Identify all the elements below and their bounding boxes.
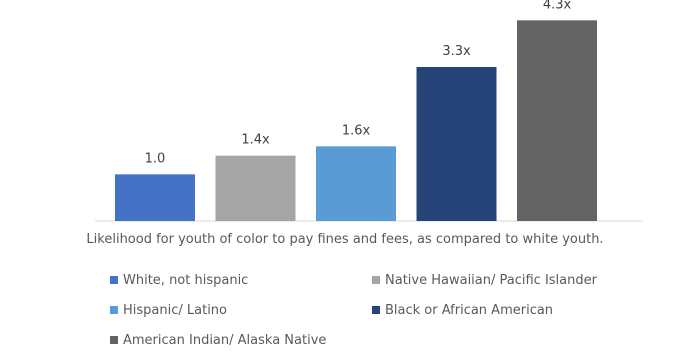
data-label-5: 4.3x	[543, 0, 572, 12]
legend-label-3: Hispanic/ Latino	[123, 302, 227, 318]
bar-4	[416, 67, 497, 221]
legend-item-3: Hispanic/ Latino	[110, 300, 372, 320]
legend-label-5: American Indian/ Alaska Native	[123, 332, 327, 348]
legend-swatch-5	[110, 336, 118, 344]
data-labels-group: 1.0 1.4x 1.6x 3.3x 4.3x	[145, 0, 572, 166]
data-label-3: 1.6x	[342, 123, 371, 138]
legend-swatch-1	[110, 276, 118, 284]
legend-swatch-4	[372, 306, 380, 314]
legend-swatch-2	[372, 276, 380, 284]
legend-label-2: Native Hawaiian/ Pacific Islander	[385, 272, 597, 288]
legend-label-4: Black or African American	[385, 302, 554, 318]
legend: White, not hispanic Native Hawaiian/ Paci…	[110, 270, 650, 350]
bar-1	[115, 174, 195, 221]
legend-item-2: Native Hawaiian/ Pacific Islander	[372, 270, 634, 290]
bar-3	[316, 146, 396, 221]
data-label-1: 1.0	[145, 151, 166, 166]
bar-2	[215, 155, 296, 221]
data-label-4: 3.3x	[442, 44, 471, 59]
legend-label-1: White, not hispanic	[123, 272, 249, 288]
bars-group	[115, 20, 597, 222]
x-axis-label: Likelihood for youth of color to pay fin…	[86, 232, 604, 247]
bar-5	[517, 20, 597, 222]
legend-item-5: American Indian/ Alaska Native	[110, 330, 372, 350]
data-label-2: 1.4x	[241, 133, 270, 148]
legend-item-4: Black or African American	[372, 300, 634, 320]
legend-swatch-3	[110, 306, 118, 314]
legend-item-1: White, not hispanic	[110, 270, 372, 290]
